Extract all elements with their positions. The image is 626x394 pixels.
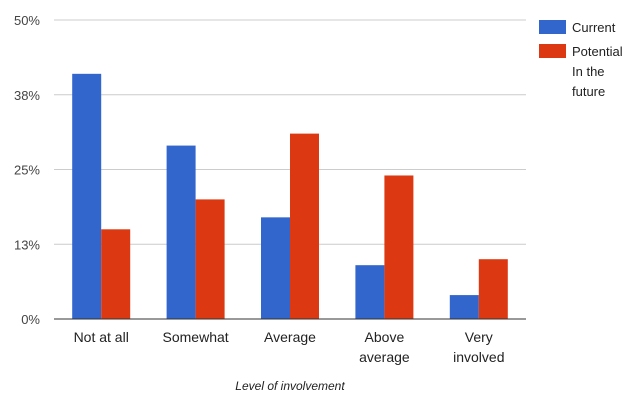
bar-potential-1 (195, 199, 225, 319)
legend-swatch-current (539, 20, 566, 34)
x-category-label: Very involved (453, 329, 504, 365)
x-axis-category-labels: Not at all Somewhat Average Above average Ver… (74, 329, 505, 365)
y-tick-label: 0% (21, 312, 40, 327)
legend-label-current: Current (572, 20, 616, 35)
x-category-label: Average (264, 329, 316, 345)
y-tick-label: 25% (14, 163, 40, 178)
y-tick-label: 50% (14, 13, 40, 28)
bar-potential-3 (384, 175, 414, 319)
bar-current-0 (72, 73, 102, 319)
x-axis-title: Level of involvement (235, 379, 345, 393)
legend-label-potential: Potential In the future (572, 44, 623, 99)
legend: Current Potential In the future (539, 20, 623, 99)
bars (72, 73, 508, 319)
bar-current-1 (166, 145, 196, 319)
y-tick-label: 38% (14, 88, 40, 103)
bar-potential-2 (290, 133, 319, 319)
legend-swatch-potential (539, 44, 566, 58)
bar-potential-0 (101, 229, 131, 319)
y-axis-tick-labels: 0% 13% 25% 38% 50% (14, 13, 40, 327)
bar-current-3 (355, 265, 385, 319)
bar-potential-4 (478, 259, 508, 319)
x-category-label: Not at all (74, 329, 129, 345)
bar-current-4 (449, 295, 479, 319)
y-tick-label: 13% (14, 237, 40, 252)
x-category-label: Above average (359, 329, 410, 365)
bar-current-2 (261, 217, 290, 319)
x-category-label: Somewhat (163, 329, 229, 345)
